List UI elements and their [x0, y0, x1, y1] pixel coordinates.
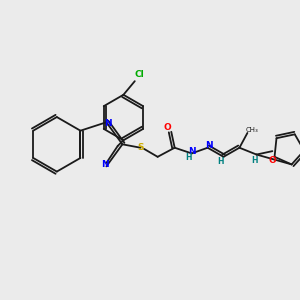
Text: O: O	[268, 156, 276, 165]
Text: O: O	[164, 123, 172, 132]
Text: N: N	[104, 119, 111, 128]
Text: H: H	[251, 156, 257, 165]
Text: Cl: Cl	[134, 70, 144, 79]
Text: N: N	[101, 160, 109, 169]
Text: S: S	[137, 143, 144, 152]
Text: H: H	[185, 154, 192, 163]
Text: H: H	[217, 157, 224, 166]
Text: N: N	[205, 141, 213, 150]
Text: N: N	[188, 147, 196, 156]
Text: CH₃: CH₃	[246, 127, 258, 133]
